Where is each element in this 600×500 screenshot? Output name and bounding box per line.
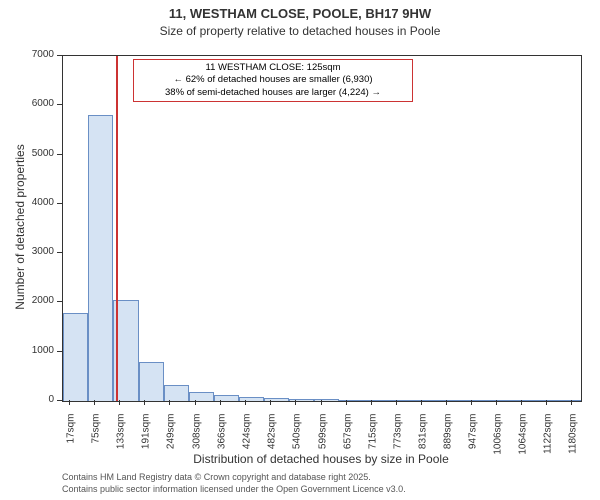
- y-tick-label: 7000: [0, 49, 54, 60]
- histogram-bar: [314, 399, 339, 401]
- x-tick: [421, 400, 422, 405]
- x-tick-label: 191sqm: [141, 414, 152, 464]
- x-tick-label: 540sqm: [292, 414, 303, 464]
- annotation-line1: 11 WESTHAM CLOSE: 125sqm: [138, 62, 408, 74]
- x-tick: [169, 400, 170, 405]
- y-tick: [57, 351, 62, 352]
- x-tick: [396, 400, 397, 405]
- x-tick-label: 424sqm: [242, 414, 253, 464]
- y-tick-label: 1000: [0, 345, 54, 356]
- x-tick: [471, 400, 472, 405]
- x-tick-label: 831sqm: [417, 414, 428, 464]
- y-tick: [57, 301, 62, 302]
- x-tick-label: 133sqm: [116, 414, 127, 464]
- footer-line2: Contains public sector information licen…: [62, 484, 406, 494]
- plot-area: 11 WESTHAM CLOSE: 125sqm← 62% of detache…: [62, 55, 582, 402]
- histogram-bar: [565, 400, 581, 401]
- histogram-bar: [139, 362, 164, 401]
- x-tick-label: 657sqm: [342, 414, 353, 464]
- x-tick: [94, 400, 95, 405]
- histogram-bar: [414, 400, 439, 401]
- x-tick: [119, 400, 120, 405]
- histogram-bar: [364, 400, 389, 401]
- x-tick: [270, 400, 271, 405]
- x-tick: [521, 400, 522, 405]
- histogram-bar: [189, 392, 214, 401]
- x-tick: [295, 400, 296, 405]
- y-tick: [57, 252, 62, 253]
- chart-container: 11, WESTHAM CLOSE, POOLE, BH17 9HW Size …: [0, 0, 600, 500]
- x-tick: [220, 400, 221, 405]
- annotation-line3: 38% of semi-detached houses are larger (…: [138, 87, 408, 99]
- y-tick-label: 3000: [0, 246, 54, 257]
- x-tick-label: 1064sqm: [518, 414, 529, 464]
- histogram-bar: [490, 400, 515, 401]
- x-tick-label: 1180sqm: [568, 414, 579, 464]
- y-tick-label: 6000: [0, 98, 54, 109]
- x-tick: [144, 400, 145, 405]
- histogram-bar: [164, 385, 189, 401]
- chart-title-line1: 11, WESTHAM CLOSE, POOLE, BH17 9HW: [0, 6, 600, 21]
- x-tick-label: 366sqm: [216, 414, 227, 464]
- histogram-bar: [464, 400, 489, 401]
- histogram-bar: [339, 400, 364, 401]
- histogram-bar: [88, 115, 113, 401]
- x-tick: [496, 400, 497, 405]
- x-tick-label: 715sqm: [367, 414, 378, 464]
- histogram-bar: [515, 400, 540, 401]
- x-tick-label: 1006sqm: [493, 414, 504, 464]
- x-tick: [69, 400, 70, 405]
- x-tick-label: 1122sqm: [543, 414, 554, 464]
- x-tick-label: 947sqm: [467, 414, 478, 464]
- y-tick: [57, 104, 62, 105]
- histogram-bar: [63, 313, 88, 401]
- x-tick-label: 482sqm: [267, 414, 278, 464]
- y-tick-label: 5000: [0, 148, 54, 159]
- histogram-bar: [239, 397, 264, 401]
- y-tick: [57, 55, 62, 56]
- histogram-bar: [389, 400, 414, 401]
- x-tick-label: 889sqm: [442, 414, 453, 464]
- y-tick-label: 2000: [0, 295, 54, 306]
- x-tick: [195, 400, 196, 405]
- histogram-bar: [214, 395, 239, 401]
- x-tick-label: 308sqm: [191, 414, 202, 464]
- annotation-box: 11 WESTHAM CLOSE: 125sqm← 62% of detache…: [133, 59, 413, 102]
- x-tick-label: 599sqm: [317, 414, 328, 464]
- x-tick: [245, 400, 246, 405]
- y-tick: [57, 154, 62, 155]
- y-tick: [57, 400, 62, 401]
- x-tick: [346, 400, 347, 405]
- y-tick-label: 0: [0, 394, 54, 405]
- y-tick: [57, 203, 62, 204]
- footer-line1: Contains HM Land Registry data © Crown c…: [62, 472, 371, 482]
- histogram-bar: [439, 400, 464, 401]
- x-tick-label: 249sqm: [166, 414, 177, 464]
- chart-title-line2: Size of property relative to detached ho…: [0, 24, 600, 38]
- marker-line: [116, 56, 118, 401]
- x-tick: [371, 400, 372, 405]
- x-tick: [546, 400, 547, 405]
- histogram-bar: [289, 399, 314, 401]
- histogram-bar: [540, 400, 565, 401]
- x-tick: [446, 400, 447, 405]
- x-tick-label: 17sqm: [66, 414, 77, 464]
- y-tick-label: 4000: [0, 197, 54, 208]
- annotation-line2: ← 62% of detached houses are smaller (6,…: [138, 74, 408, 86]
- x-tick: [321, 400, 322, 405]
- x-tick-label: 75sqm: [91, 414, 102, 464]
- x-tick-label: 773sqm: [392, 414, 403, 464]
- histogram-bar: [264, 398, 289, 401]
- x-tick: [571, 400, 572, 405]
